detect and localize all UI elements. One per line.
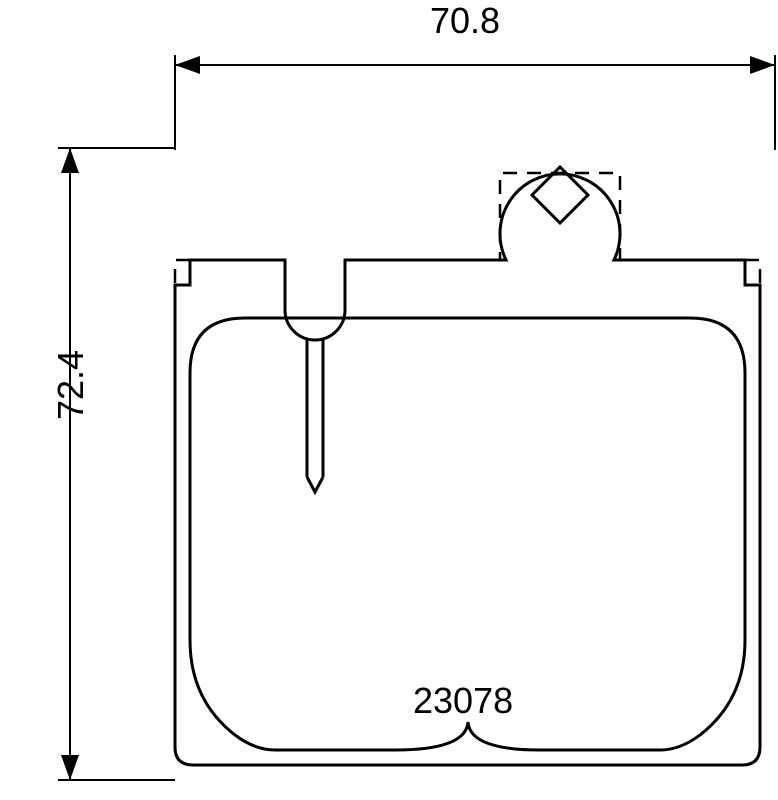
dim-width-group bbox=[175, 55, 775, 150]
tab-diamond bbox=[532, 167, 588, 223]
dim-height-group bbox=[58, 148, 175, 780]
drawing-svg bbox=[0, 0, 778, 800]
part-number-label: 23078 bbox=[413, 680, 513, 722]
height-dimension-label: 72.4 bbox=[50, 350, 92, 420]
width-dimension-label: 70.8 bbox=[430, 0, 500, 42]
part-outer-outline bbox=[175, 174, 760, 765]
wear-pin bbox=[307, 340, 323, 492]
technical-drawing: 70.8 72.4 23078 bbox=[0, 0, 778, 800]
hidden-lines bbox=[175, 173, 760, 285]
